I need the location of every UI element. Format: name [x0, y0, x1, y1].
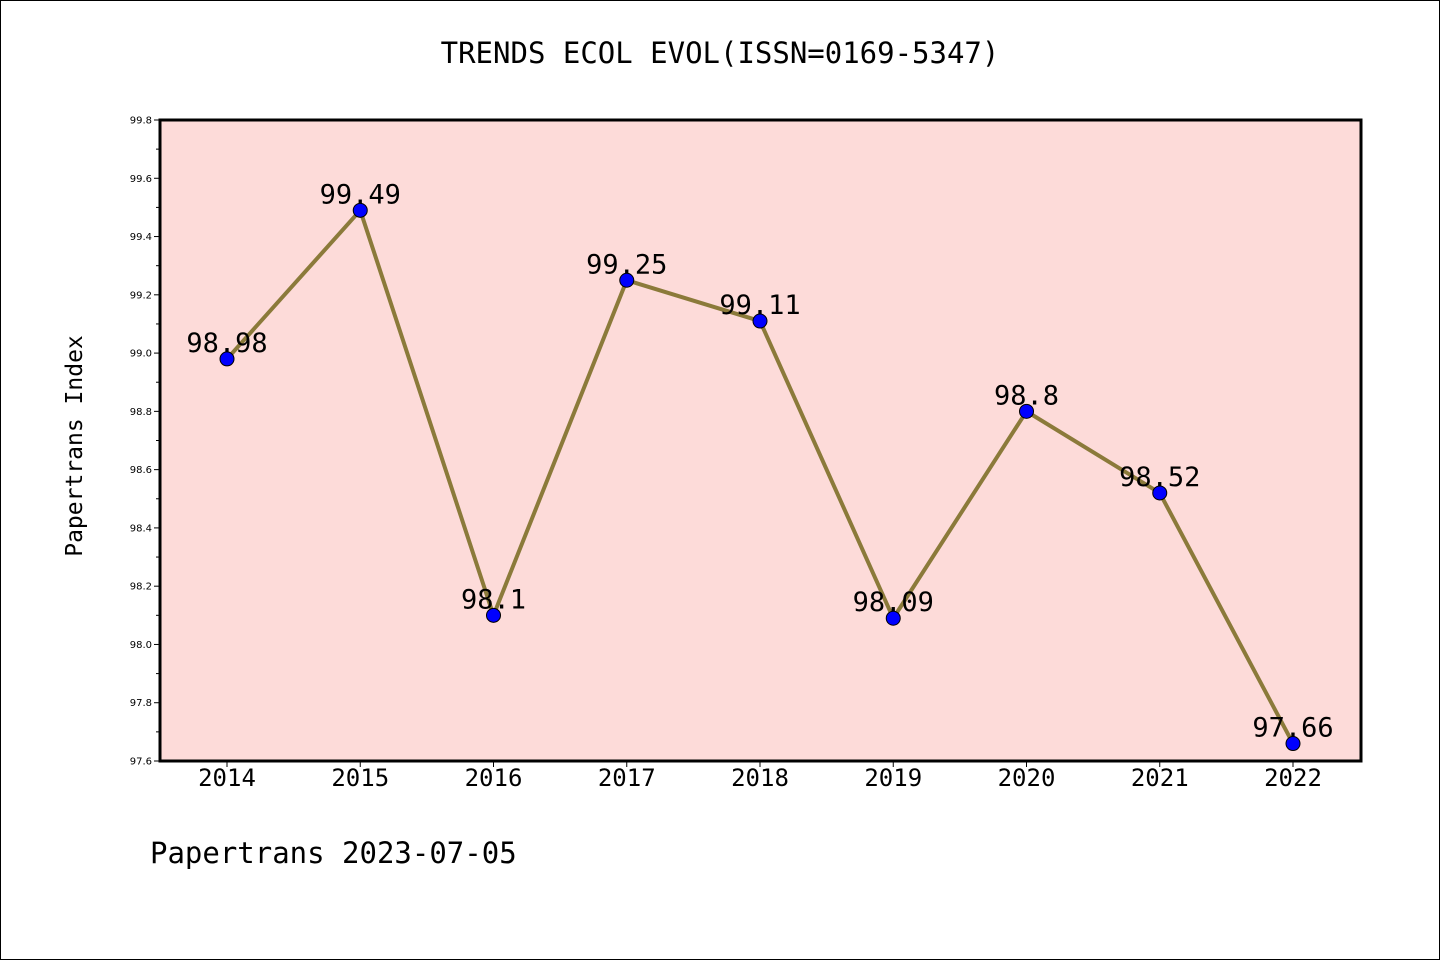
y-tick-label: 99.8	[130, 116, 152, 127]
x-tick-label: 2015	[331, 764, 389, 792]
y-tick-label: 98.8	[130, 407, 152, 418]
x-tick-label: 2014	[198, 764, 256, 792]
data-point	[1285, 736, 1301, 752]
data-label: 98.8	[994, 380, 1059, 411]
y-axis-ticks: 97.6 97.8 98.0 98.2 98.4 98.6 98.8 99.0 99.2 99.4…	[130, 116, 160, 768]
y-tick-label: 98.6	[130, 465, 152, 476]
chart-title: TRENDS ECOL EVOL(ISSN=0169-5347)	[440, 36, 1000, 70]
y-tick-label: 98.4	[130, 523, 152, 534]
x-tick-label: 2021	[1131, 764, 1189, 792]
x-tick-label: 2020	[998, 764, 1056, 792]
data-point	[752, 313, 768, 329]
data-label: 99.11	[719, 290, 800, 321]
data-label: 97.66	[1252, 713, 1333, 744]
x-tick-label: 2016	[465, 764, 523, 792]
y-tick-label: 99.0	[130, 349, 152, 360]
x-tick-label: 2019	[864, 764, 922, 792]
data-point	[1019, 403, 1034, 419]
data-label: 98.52	[1119, 462, 1200, 493]
data-point	[486, 607, 501, 623]
data-label: 98.1	[461, 584, 526, 615]
data-point	[219, 351, 235, 367]
data-point	[619, 272, 635, 288]
data-point	[352, 202, 368, 218]
x-tick-label: 2022	[1264, 764, 1322, 792]
x-axis-ticks: 2014 2015 2016 2017 2018 2019 2020 2021 2022	[198, 761, 1322, 792]
y-tick-label: 99.2	[130, 290, 152, 301]
y-tick-label: 99.4	[130, 232, 152, 243]
data-label: 98.98	[186, 328, 267, 359]
y-tick-label: 98.2	[130, 582, 152, 593]
plot-border	[158, 118, 1363, 763]
y-tick-label: 97.6	[130, 757, 152, 768]
y-tick-label: 97.8	[130, 698, 152, 709]
x-tick-label: 2017	[598, 764, 656, 792]
footer-text: Papertrans 2023-07-05	[150, 836, 517, 870]
y-tick-label: 98.0	[130, 640, 152, 651]
data-point	[1152, 485, 1168, 501]
plot-area	[160, 120, 1361, 761]
data-labels: 98.98 99.49 98.1 99.25 99.11 98.09 98.8 98.52 97…	[186, 179, 1333, 743]
y-tick-label: 99.6	[130, 174, 152, 185]
data-label: 98.09	[853, 587, 934, 618]
data-markers	[219, 202, 1301, 752]
x-tick-label: 2018	[731, 764, 789, 792]
data-label: 99.49	[320, 179, 401, 210]
data-label: 99.25	[586, 249, 667, 280]
data-point	[885, 610, 901, 626]
